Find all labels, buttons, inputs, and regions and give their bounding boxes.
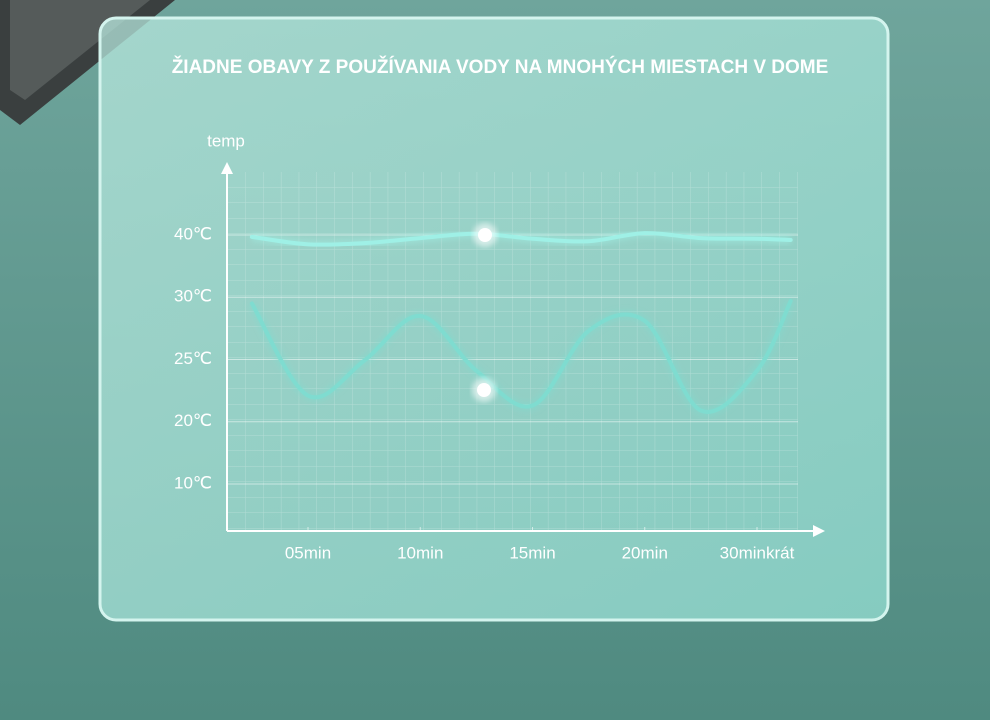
highlight-dot (478, 228, 492, 242)
highlight-dot (477, 383, 491, 397)
axes (221, 162, 825, 537)
line (249, 231, 793, 247)
fine-grid (228, 172, 798, 530)
y-tick-label: 30℃ (174, 287, 212, 306)
x-tick-label: 30minkrát (720, 543, 795, 562)
y-axis-label: temp (207, 131, 245, 150)
y-tick-label: 40℃ (174, 224, 212, 243)
y-tick-label: 25℃ (174, 349, 212, 368)
y-tick-label: 20℃ (174, 411, 212, 430)
x-tick-label: 15min (509, 543, 555, 562)
y-tick-label: 10℃ (174, 473, 212, 492)
x-tick-label: 20min (622, 543, 668, 562)
x-tick-label: 05min (285, 543, 331, 562)
line (249, 298, 793, 414)
x-tick-label: 10min (397, 543, 443, 562)
chart-title: ŽIADNE OBAVY Z POUŽÍVANIA VODY NA MNOHÝC… (172, 56, 829, 78)
